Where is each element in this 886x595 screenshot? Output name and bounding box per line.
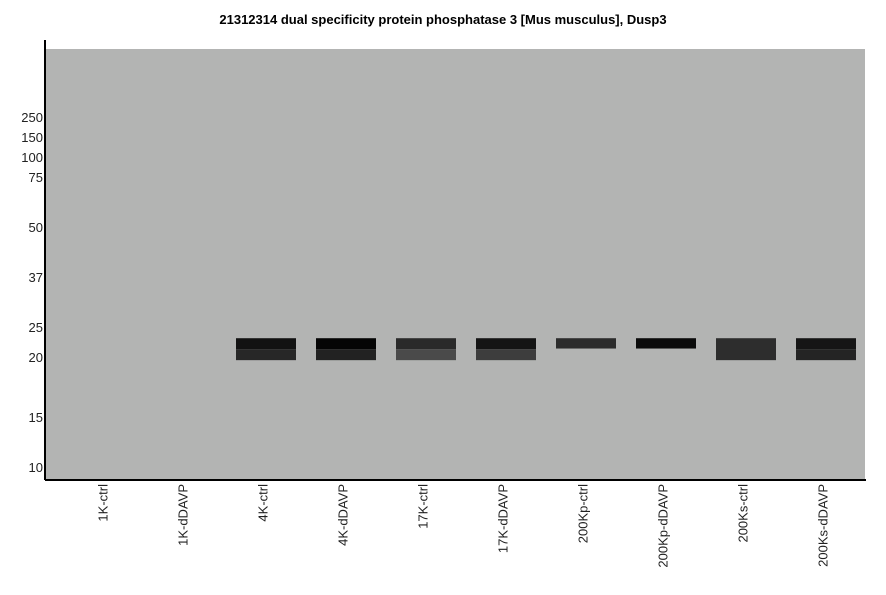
y-tick-label-150: 150 — [21, 130, 43, 145]
bands-layer — [236, 338, 856, 361]
lane-labels: 1K-ctrl 1K-dDAVP 4K-ctrl 4K-dDAVP 17K-ctrl 17… — [95, 484, 830, 568]
band-17k-ddavp-part-1 — [476, 338, 536, 350]
lane-label-4k-ddavp: 4K-dDAVP — [335, 484, 350, 546]
y-tick-label-15: 15 — [29, 410, 43, 425]
lane-label-200ks-ddavp: 200Ks-dDAVP — [815, 484, 830, 567]
band-4k-ctrl-part-1 — [236, 338, 296, 350]
band-200ks-ctrl-part-1 — [716, 338, 776, 361]
band-4k-ddavp-part-2 — [316, 349, 376, 361]
y-tick-label-250: 250 — [21, 110, 43, 125]
y-tick-label-10: 10 — [29, 460, 43, 475]
y-tick-label-25: 25 — [29, 320, 43, 335]
lane-label-1k-ddavp: 1K-dDAVP — [175, 484, 190, 546]
lane-label-17k-ctrl: 17K-ctrl — [415, 484, 430, 529]
band-200ks-ddavp-part-2 — [796, 349, 856, 361]
lane-label-200ks-ctrl: 200Ks-ctrl — [735, 484, 750, 543]
y-tick-label-20: 20 — [29, 350, 43, 365]
y-tick-label-100: 100 — [21, 150, 43, 165]
y-tick-label-75: 75 — [29, 170, 43, 185]
lane-label-17k-ddavp: 17K-dDAVP — [495, 484, 510, 553]
y-tick-labels: 250 150 100 75 50 37 25 20 15 10 — [21, 110, 43, 475]
band-4k-ddavp-part-1 — [316, 338, 376, 350]
band-17k-ctrl-part-1 — [396, 338, 456, 350]
band-17k-ddavp-part-2 — [476, 349, 536, 361]
band-17k-ctrl-part-2 — [396, 349, 456, 361]
y-tick-label-37: 37 — [29, 270, 43, 285]
band-200kp-ctrl-part-1 — [556, 338, 616, 349]
lane-label-200kp-ddavp: 200Kp-dDAVP — [655, 484, 670, 568]
blot-background — [46, 49, 865, 479]
lane-label-1k-ctrl: 1K-ctrl — [95, 484, 110, 522]
chart-title: 21312314 dual specificity protein phosph… — [219, 12, 666, 27]
band-4k-ctrl-part-2 — [236, 349, 296, 361]
y-tick-label-50: 50 — [29, 220, 43, 235]
band-200ks-ddavp-part-1 — [796, 338, 856, 350]
band-200kp-ddavp-part-1 — [636, 338, 696, 349]
lane-label-4k-ctrl: 4K-ctrl — [255, 484, 270, 522]
lane-label-200kp-ctrl: 200Kp-ctrl — [575, 484, 590, 543]
